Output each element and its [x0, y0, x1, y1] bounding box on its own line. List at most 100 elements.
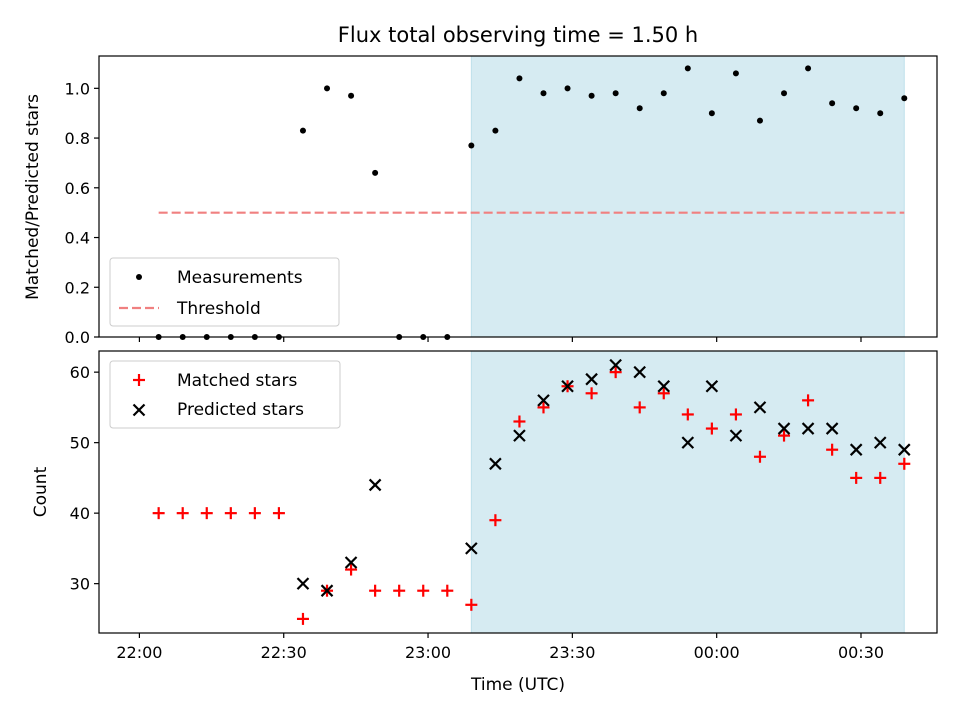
matched-star-marker [417, 584, 430, 597]
predicted-star-marker [296, 577, 310, 590]
measurement-point [877, 110, 884, 117]
matched-star-marker [393, 584, 406, 597]
matched-star-marker [513, 415, 526, 428]
matched-star-marker [778, 429, 791, 442]
matched-star-marker [152, 507, 165, 520]
ratio-y-axis-label: Matched/Predicted stars [23, 94, 43, 300]
predicted-star-marker [513, 429, 526, 442]
y-tick-label: 0.0 [65, 328, 90, 347]
y-tick-label: 0.6 [65, 179, 90, 198]
measurement-point [781, 90, 788, 97]
matched-star-marker [176, 507, 189, 520]
matched-star-marker [874, 471, 887, 484]
predicted-star-marker [344, 556, 358, 569]
matched-star-marker [753, 450, 766, 463]
y-tick-label: 0.8 [65, 129, 90, 148]
matched-star-marker [465, 598, 478, 611]
measurement-point [636, 105, 643, 112]
measurement-point [348, 92, 355, 99]
predicted-star-marker [537, 394, 550, 407]
predicted-star-marker [320, 584, 334, 597]
matched-star-marker [200, 507, 213, 520]
matched-star-marker [609, 366, 622, 379]
measurement-point [468, 142, 475, 149]
count-legend: Matched stars Predicted stars [109, 360, 341, 429]
matched-star-marker [489, 514, 502, 527]
observing-window-shade [470, 350, 905, 634]
measurement-points [155, 65, 908, 340]
predicted-star-marker [777, 422, 791, 435]
legend-box [109, 257, 340, 327]
matched-star-marker [272, 507, 285, 520]
ratio-legend: Measurements Threshold [109, 257, 340, 327]
legend-label: Measurements [177, 268, 303, 288]
predicted-star-marker [753, 401, 767, 414]
measurement-point [564, 85, 571, 92]
legend-label: Matched stars [177, 371, 297, 391]
legend-box [109, 360, 341, 429]
matched-star-marker [585, 387, 598, 400]
ratio-axes-frame [98, 55, 938, 338]
predicted-star-marker [132, 403, 146, 417]
y-tick-label: 60 [70, 363, 90, 382]
y-tick-label: 50 [70, 434, 90, 453]
count-y-axis-label: Count [31, 466, 51, 517]
predicted-star-marker [657, 379, 671, 393]
ratio-panel: 0.0 0.2 0.4 0.6 0.8 1.0 Matched/Predicted sta… [23, 55, 938, 347]
measurement-point [660, 90, 667, 97]
count-x-ticks: 22:00 22:30 23:00 23:30 00:00 00:30 [116, 633, 884, 662]
y-tick-label: 0.4 [65, 229, 90, 248]
predicted-star-marker [368, 478, 382, 492]
legend-label: Predicted stars [177, 400, 304, 420]
predicted-star-marker [729, 429, 743, 442]
matched-star-marker [898, 457, 911, 470]
predicted-star-marker [705, 379, 719, 393]
predicted-star-marker [465, 542, 478, 555]
matched-star-marker [133, 374, 145, 386]
predicted-star-marker [801, 422, 815, 435]
matched-star-marker [681, 408, 694, 421]
legend-measurement-marker [136, 274, 142, 280]
matched-star-marker [369, 584, 382, 597]
count-axes-frame [98, 350, 938, 634]
measurement-point [756, 117, 763, 124]
y-tick-label: 30 [70, 575, 90, 594]
y-tick-label: 1.0 [65, 79, 90, 98]
matched-star-marker [802, 394, 815, 407]
y-tick-label: 40 [70, 504, 90, 523]
x-tick-label: 23:30 [549, 643, 595, 662]
predicted-star-marker [585, 372, 598, 386]
measurement-point [805, 65, 812, 72]
predicted-star-marker [681, 436, 695, 449]
measurement-point [372, 169, 379, 176]
measurement-point [540, 90, 547, 97]
count-y-ticks: 30 40 50 60 [70, 363, 99, 594]
matched-star-marker [537, 401, 550, 414]
matched-star-marker [729, 408, 742, 421]
matched-star-marker [850, 471, 863, 484]
predicted-star-marker [633, 365, 646, 379]
x-tick-label: 22:30 [261, 643, 307, 662]
predicted-star-marker [849, 443, 863, 456]
matched-star-marker [633, 401, 646, 414]
x-tick-label: 23:00 [405, 643, 451, 662]
measurement-point [612, 90, 619, 97]
matched-star-marker [826, 443, 839, 456]
measurement-point [588, 92, 595, 99]
measurement-point [901, 95, 908, 102]
measurement-point [324, 85, 331, 92]
measurement-point [516, 75, 523, 82]
matched-star-marker [345, 563, 358, 576]
predicted-star-marker [825, 422, 839, 435]
measurement-point [492, 127, 499, 134]
ratio-y-ticks: 0.0 0.2 0.4 0.6 0.8 1.0 [65, 79, 99, 347]
measurement-point [708, 110, 715, 117]
measurement-point [299, 127, 306, 134]
x-tick-label: 00:00 [694, 643, 740, 662]
x-tick-label: 22:00 [116, 643, 162, 662]
matched-star-marker [705, 422, 718, 435]
chart-title: Flux total observing time = 1.50 h [338, 23, 698, 47]
measurement-point [853, 105, 860, 112]
x-axis-label: Time (UTC) [470, 675, 565, 695]
